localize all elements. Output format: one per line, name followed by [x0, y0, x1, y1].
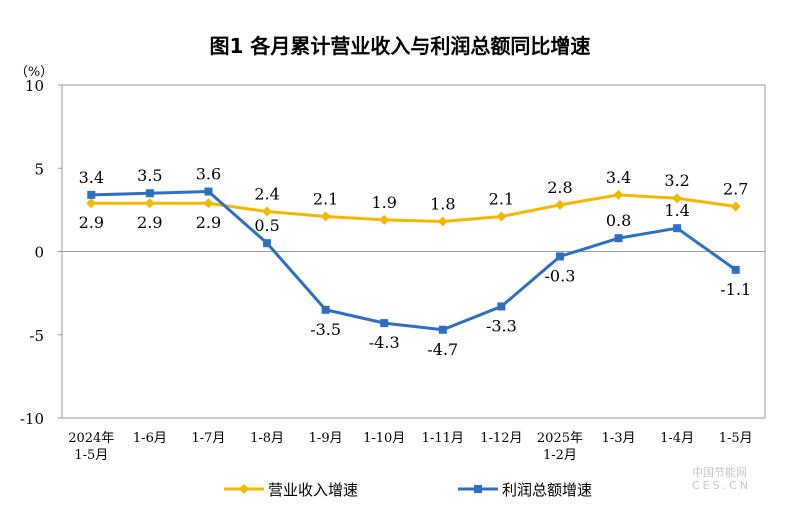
data-label: 3.6: [196, 165, 221, 184]
y-axis-unit: （%）: [15, 65, 53, 80]
data-label: 0.8: [606, 211, 631, 230]
x-tick-label: 1-8月: [250, 431, 284, 446]
profit-point: [673, 224, 682, 233]
y-tick-label: -10: [20, 410, 44, 428]
data-label: 2.1: [489, 190, 514, 209]
data-label: 3.4: [79, 168, 104, 187]
data-label: 1.4: [664, 201, 689, 220]
profit-point: [731, 265, 740, 274]
profit-point: [204, 187, 213, 196]
profit-point: [614, 234, 623, 243]
profit-point: [263, 239, 272, 248]
data-label: 2.9: [79, 213, 104, 232]
revenue-point: [262, 206, 273, 217]
profit-point: [555, 252, 564, 261]
data-label: 3.2: [664, 171, 689, 190]
y-tick-label: 5: [34, 160, 44, 178]
data-label: 2.4: [254, 185, 279, 204]
profit-point: [321, 305, 330, 314]
data-label: -3.5: [310, 320, 341, 339]
y-tick-label: 0: [34, 244, 44, 262]
x-tick-label: 1-4月: [660, 431, 694, 446]
revenue-point: [144, 198, 155, 209]
profit-point: [497, 302, 506, 311]
chart-title: 图1 各月累计营业收入与利润总额同比增速: [209, 34, 591, 58]
x-tick-label: 1-3月: [602, 431, 636, 446]
legend-label: 利润总额增速: [502, 481, 592, 499]
x-tick-label: 2025年: [537, 431, 583, 446]
revenue-point: [437, 216, 448, 227]
revenue-point: [496, 211, 507, 222]
data-label: 2.1: [313, 190, 338, 209]
x-tick-label: 1-10月: [363, 431, 405, 446]
data-label: -4.3: [369, 333, 400, 352]
data-label: 1.8: [430, 195, 455, 214]
y-tick-label: -5: [29, 327, 44, 345]
x-tick-label: 1-5月: [719, 431, 753, 446]
y-tick-label: 10: [25, 77, 44, 95]
x-tick-label: 1-7月: [191, 431, 225, 446]
data-label: -3.3: [486, 316, 517, 335]
series-line-0: [91, 193, 736, 224]
x-tick-label: 1-9月: [309, 431, 343, 446]
revenue-point: [730, 201, 741, 212]
x-tick-label: 1-5月: [74, 448, 108, 463]
data-label: -0.3: [545, 266, 576, 285]
data-label: 1.9: [371, 193, 396, 212]
profit-point: [87, 190, 96, 199]
x-tick-label: 2024年: [68, 431, 114, 446]
revenue-point: [203, 198, 214, 209]
data-label: 2.7: [723, 180, 748, 199]
legend-marker: [239, 484, 249, 494]
x-tick-label: 1-2月: [543, 448, 577, 463]
revenue-point: [86, 198, 97, 209]
data-label: 3.5: [137, 166, 162, 185]
profit-point: [145, 189, 154, 198]
data-label: -1.1: [720, 280, 751, 299]
data-label: -4.7: [427, 340, 458, 359]
revenue-point: [554, 199, 565, 210]
profit-point: [380, 319, 389, 328]
revenue-point: [672, 193, 683, 204]
revenue-point: [613, 189, 624, 200]
revenue-point: [320, 211, 331, 222]
profit-point: [438, 325, 447, 334]
data-label: 2.8: [547, 178, 572, 197]
data-label: 0.5: [254, 216, 279, 235]
x-tick-label: 1-11月: [422, 431, 464, 446]
revenue-point: [379, 214, 390, 225]
watermark: 中国节能网 CES.CN: [692, 466, 752, 492]
series-line-1: [91, 190, 737, 332]
legend-marker: [474, 485, 482, 493]
x-tick-label: 1-12月: [480, 431, 522, 446]
legend-label: 营业收入增速: [268, 481, 358, 499]
x-tick-label: 1-6月: [133, 431, 167, 446]
data-label: 2.9: [196, 213, 221, 232]
data-label: 2.9: [137, 213, 162, 232]
data-label: 3.4: [606, 168, 631, 187]
